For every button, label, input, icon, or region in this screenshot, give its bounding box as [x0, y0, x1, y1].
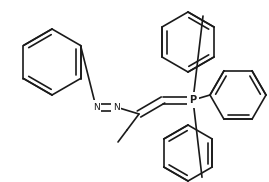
- Text: N: N: [113, 102, 119, 112]
- Text: P: P: [189, 95, 197, 105]
- Text: N: N: [93, 102, 99, 112]
